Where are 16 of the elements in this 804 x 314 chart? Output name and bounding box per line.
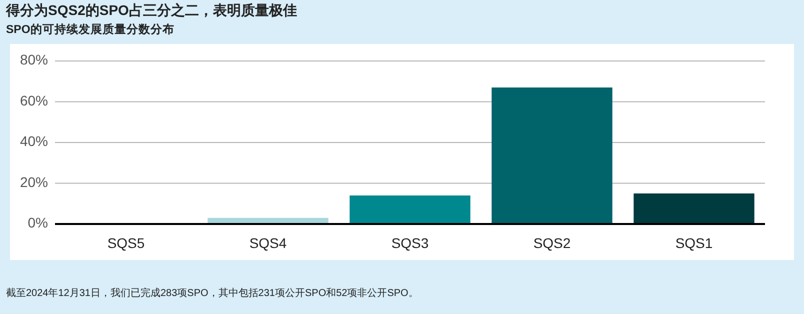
chart-title: 得分为SQS2的SPO占三分之二，表明质量极佳 xyxy=(5,2,297,18)
y-tick-label: 80% xyxy=(20,52,48,68)
text: 截至2024年12月31日，我们已完成283项SPO，其中包括231项公开SPO和52项非公开SPO。 xyxy=(6,287,418,299)
x-tick-label: SQS1 xyxy=(675,235,713,251)
bar xyxy=(350,195,470,224)
chart-subtitle: SPO的可持续发展质量分数分布 xyxy=(6,22,174,36)
y-tick-label: 20% xyxy=(20,174,48,190)
bar xyxy=(492,87,612,224)
x-tick-label: SQS5 xyxy=(107,235,145,251)
x-tick-label: SQS4 xyxy=(249,235,287,251)
y-tick-label: 0% xyxy=(28,214,48,231)
y-tick-label: 60% xyxy=(20,92,48,108)
x-tick-label: SQS3 xyxy=(391,235,429,251)
x-tick-label: SQS2 xyxy=(533,235,571,251)
bar xyxy=(634,193,754,224)
y-tick-label: 40% xyxy=(20,133,48,150)
